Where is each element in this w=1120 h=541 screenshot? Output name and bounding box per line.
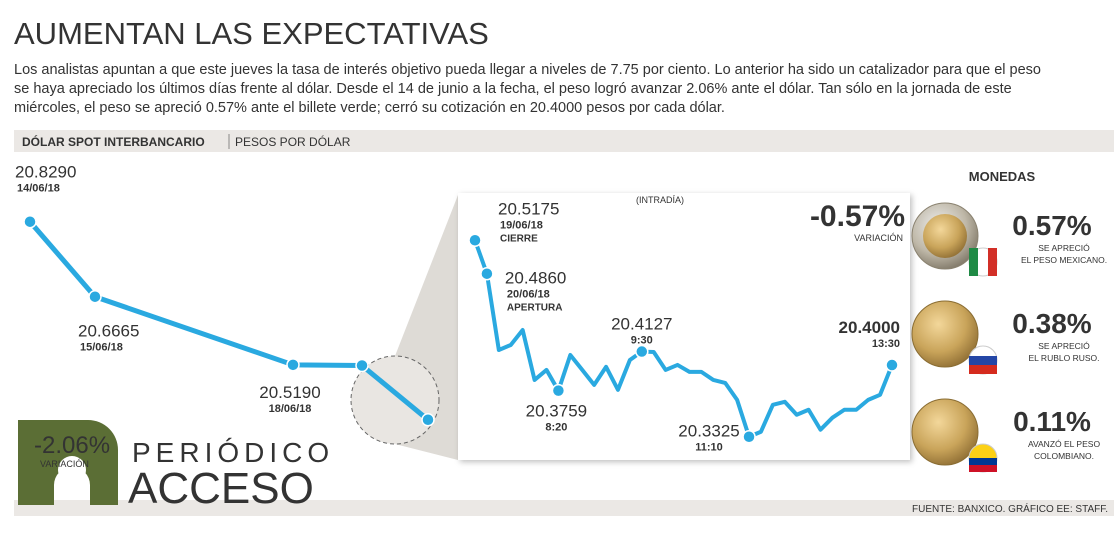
paragraph-line: Los analistas apuntan a que este jueves …: [14, 62, 1041, 78]
logo-hole: [58, 456, 86, 484]
value-label: 20.3759: [526, 402, 587, 421]
currency-note: COLOMBIANO.: [1034, 451, 1094, 461]
zoom-circle: [350, 355, 440, 445]
currency-change: 0.57%: [1012, 210, 1091, 241]
price-line: [473, 239, 894, 439]
footer-bar: [14, 500, 1114, 516]
value-label: 20.4860: [505, 269, 566, 288]
point-label: 19/06/18: [500, 219, 543, 231]
change-value: -0.57%: [810, 200, 905, 233]
point: [885, 358, 899, 372]
value-label: 20.3325: [678, 422, 739, 441]
title: AUMENTAN LAS EXPECTATIVAS: [14, 16, 489, 51]
value-label: 20.8290: [15, 163, 76, 182]
value-label: 20.5190: [259, 383, 320, 402]
point-label: 15/06/18: [80, 342, 123, 354]
logo: PERIÓDICO ACCESO: [18, 420, 334, 513]
currency-change: 0.38%: [1012, 308, 1091, 339]
change-label: VARIACIÓN: [854, 233, 903, 243]
logo-line2: ACCESO: [128, 464, 314, 513]
point-label: 14/06/18: [17, 183, 60, 195]
section-label: DÓLAR SPOT INTERBANCARIO: [22, 134, 205, 149]
currency-note: EL RUBLO RUSO.: [1028, 353, 1099, 363]
point: [88, 289, 102, 304]
value-label: 20.5175: [498, 199, 559, 218]
point-label: 18/06/18: [269, 403, 312, 415]
point: [23, 214, 37, 229]
coin-co: [911, 398, 998, 473]
logo-line1: PERIÓDICO: [132, 437, 334, 468]
point-tag: CIERRE: [500, 233, 538, 244]
currency-note: EL PESO MEXICANO.: [1021, 255, 1107, 265]
point-label: 11:10: [695, 442, 723, 454]
value-label: 20.4000: [839, 318, 900, 337]
source: FUENTE: BANXICO. GRÁFICO EE: STAFF.: [912, 502, 1108, 515]
point: [551, 383, 566, 398]
point: [742, 429, 756, 444]
currency-note: AVANZÓ EL PESO: [1028, 439, 1101, 449]
point: [355, 358, 369, 373]
coin-mx: [911, 202, 998, 277]
currency-note: SE APRECIÓ: [1038, 243, 1090, 253]
currencies-title: MONEDAS: [969, 169, 1036, 184]
change-label: VARIACIÓN: [40, 459, 89, 469]
value-label: 20.6665: [78, 322, 139, 341]
change-value: -2.06%: [34, 432, 110, 459]
point: [635, 344, 649, 359]
value-label: 20.4127: [611, 315, 672, 334]
section-bar: [14, 130, 1114, 152]
point: [286, 358, 300, 372]
paragraph-line: se haya apreciado los últimos días frent…: [14, 81, 1012, 97]
point-label: 8:20: [545, 422, 567, 434]
point: [421, 413, 435, 427]
point: [468, 233, 482, 248]
point-tag: APERTURA: [507, 303, 563, 314]
currency-change: 0.11%: [1013, 406, 1091, 437]
point-label: 9:30: [631, 335, 653, 347]
currency-note: SE APRECIÓ: [1038, 341, 1090, 351]
point: [480, 266, 494, 281]
point-label: 13:30: [872, 338, 900, 350]
intraday-subtitle: (INTRADÍA): [636, 195, 684, 205]
point-label: 20/06/18: [507, 289, 550, 301]
coin-ru: [911, 300, 998, 375]
paragraph-line: miércoles, el peso se apreció 0.57% ante…: [14, 100, 725, 116]
section-unit: PESOS POR DÓLAR: [235, 134, 351, 149]
